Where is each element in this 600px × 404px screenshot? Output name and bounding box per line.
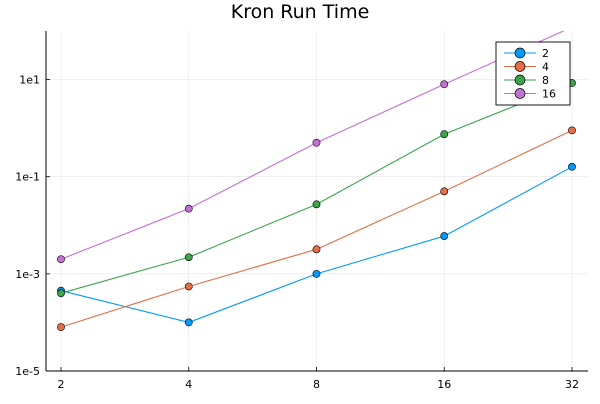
x-tick-label: 4 bbox=[185, 378, 192, 391]
data-point-8 bbox=[57, 289, 65, 298]
legend-marker-2 bbox=[514, 47, 526, 59]
chart-title: Kron Run Time bbox=[231, 1, 370, 23]
legend-marker-16 bbox=[514, 88, 526, 99]
legend-label: 4 bbox=[542, 61, 549, 74]
legend-marker-8 bbox=[514, 74, 526, 86]
x-tick-label: 8 bbox=[313, 378, 320, 391]
y-tick-label: 1e1 bbox=[19, 74, 40, 87]
data-point-2 bbox=[312, 269, 321, 278]
data-point-8 bbox=[312, 200, 321, 209]
data-point-4 bbox=[184, 282, 193, 291]
data-point-16 bbox=[440, 80, 449, 89]
data-point-4 bbox=[440, 187, 449, 196]
x-tick-label: 2 bbox=[58, 378, 65, 391]
data-point-16 bbox=[571, 31, 573, 32]
data-point-8 bbox=[440, 130, 449, 139]
y-tick-label: 1e-5 bbox=[15, 365, 40, 378]
data-point-8 bbox=[184, 253, 193, 262]
data-point-2 bbox=[440, 232, 449, 240]
legend-box bbox=[495, 41, 571, 106]
data-point-4 bbox=[57, 323, 65, 332]
x-tick-label: 16 bbox=[437, 378, 451, 391]
legend-marker-4 bbox=[514, 61, 526, 72]
data-point-2 bbox=[568, 162, 576, 171]
data-point-16 bbox=[57, 255, 65, 264]
legend-label: 8 bbox=[542, 74, 549, 87]
x-tick-label: 32 bbox=[565, 378, 579, 391]
data-point-4 bbox=[568, 126, 576, 135]
y-tick-label: 1e-1 bbox=[15, 171, 40, 184]
y-tick-label: 1e-3 bbox=[15, 268, 40, 281]
data-point-16 bbox=[312, 138, 321, 147]
data-point-4 bbox=[312, 245, 321, 254]
series-layer bbox=[57, 31, 576, 332]
data-point-16 bbox=[184, 204, 193, 213]
legend-label: 2 bbox=[542, 47, 549, 60]
data-point-2 bbox=[184, 318, 193, 327]
legend-label: 16 bbox=[542, 88, 556, 101]
